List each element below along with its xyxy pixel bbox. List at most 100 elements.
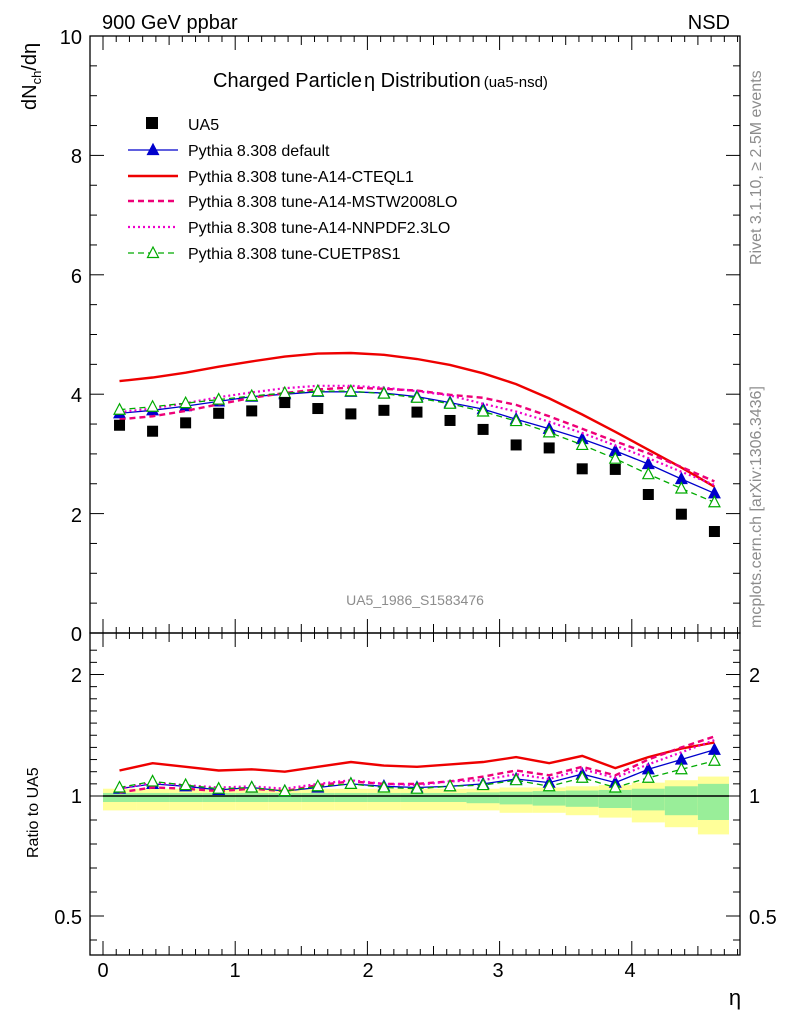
stat-uncertainty-band (499, 791, 533, 805)
main-series-cuetp8s1-marker (542, 425, 556, 438)
ratio-series-cuetp8s1-marker (542, 778, 556, 792)
main-y-axis-label: dNch/dη (19, 43, 44, 110)
main-y-tick-labels: 0 2 4 6 8 10 (60, 27, 82, 646)
main-series-cteql1-line (119, 351, 716, 488)
main-series-cuetp8s1-marker (674, 481, 688, 494)
main-y-tick-8: 8 (71, 146, 82, 168)
ratio-series-cuetp8s1-marker (707, 753, 721, 766)
header-right: NSD (688, 12, 730, 34)
ua5-data-point (345, 408, 357, 420)
stat-uncertainty-band (697, 783, 729, 820)
x-tick-4: 4 (624, 960, 635, 982)
ua5-data-point (180, 417, 192, 429)
x-tick-1: 1 (229, 960, 240, 982)
ratio-series-cuetp8s1-marker (377, 780, 391, 793)
ratio-y-tick-2: 2 (71, 665, 82, 687)
ua5-data-point (279, 397, 291, 409)
rivet-version-text: Rivet 3.1.10, ≥ 2.5M events (748, 70, 765, 265)
ua5-data-point (642, 488, 654, 500)
ratio-uncertainty-bands (103, 776, 729, 835)
ratio-series-cuetp8s1-marker (641, 770, 655, 783)
stat-uncertainty-band (268, 792, 302, 802)
ratio-series-cuetp8s1-marker (608, 780, 622, 793)
legend-label-mstw2008lo: Pythia 8.308 tune-A14-MSTW2008LO (188, 194, 457, 211)
stat-uncertainty-band (433, 792, 467, 802)
ua5-data-point (378, 404, 390, 416)
ratio-series-cuetp8s1-marker (443, 778, 457, 792)
mcplots-reference-text: mcplots.cern.ch [arXiv:1306.3436] (748, 386, 765, 628)
ua5-data-point (708, 526, 720, 538)
ratio-series-cuetp8s1-marker (113, 780, 127, 793)
x-tick-0: 0 (97, 960, 108, 982)
main-series-cuetp8s1-marker (509, 413, 523, 427)
ratio-frame (89, 632, 741, 956)
main-series-cuetp8s1-marker (179, 395, 193, 409)
ratio-y-tick-labels: 0.5 1 2 0.5 1 2 (54, 665, 777, 929)
stat-uncertainty-band (631, 788, 665, 811)
main-series-cuetp8s1-marker (608, 451, 622, 464)
stat-uncertainty-band (103, 792, 137, 802)
axis-ticks (90, 35, 740, 955)
main-series-cuetp8s1-marker (410, 390, 424, 403)
main-series-cuetp8s1-marker (344, 383, 358, 397)
stat-uncertainty-band (334, 792, 368, 802)
stat-uncertainty-band (664, 786, 698, 816)
x-tick-2: 2 (362, 960, 373, 982)
legend: UA5 Pythia 8.308 default Pythia 8.308 tu… (128, 117, 457, 263)
ratio-series-cuetp8s1-marker (575, 770, 589, 783)
main-y-tick-6: 6 (71, 266, 82, 288)
ua5-data-point (444, 414, 456, 426)
legend-label-cuetp8s1: Pythia 8.308 tune-CUETP8S1 (188, 246, 401, 263)
stat-uncertainty-band (400, 792, 434, 802)
ratio-series-cuetp8s1-marker (146, 774, 160, 787)
ua5-data-point (213, 407, 225, 419)
main-series-cuetp8s1-marker (707, 494, 721, 508)
ratio-series-default-marker (707, 742, 721, 755)
stat-uncertainty-band (565, 790, 599, 807)
main-series-cuetp8s1-marker (377, 386, 391, 399)
x-tick-labels: 0 1 2 3 4 (97, 960, 635, 982)
ratio-series-cteql1-line (119, 741, 715, 773)
ua5-data-point (477, 423, 489, 435)
ratio-series-cuetp8s1-marker (674, 761, 688, 775)
ratio-series-cuetp8s1-marker (179, 777, 193, 791)
ua5-data-point (576, 463, 588, 475)
legend-marker-ua5 (146, 117, 158, 129)
main-series-cuetp8s1-marker (641, 466, 655, 480)
main-series-cuetp8s1-marker (245, 388, 259, 402)
stat-uncertainty-band (532, 791, 566, 806)
stat-uncertainty-band (235, 792, 269, 802)
stat-uncertainty-band (169, 792, 203, 802)
ua5-data-point (609, 463, 621, 475)
ua5-data-point (675, 508, 687, 520)
main-series-cuetp8s1-marker (212, 392, 226, 405)
main-panel-series (113, 351, 721, 538)
ratio-y-tick-right-0.5: 0.5 (749, 907, 777, 929)
main-y-tick-4: 4 (71, 385, 82, 407)
stat-uncertainty-band (301, 792, 335, 802)
ratio-series-cuetp8s1-marker (476, 777, 490, 791)
ratio-panel-series (113, 735, 721, 797)
main-y-tick-10: 10 (60, 27, 82, 49)
ratio-series-cuetp8s1-marker (509, 772, 523, 786)
legend-marker-cuetp8s1 (146, 245, 160, 259)
stat-uncertainty-band (598, 789, 632, 808)
ratio-series-mstw2008lo-line (119, 735, 715, 794)
ratio-series-cuetp8s1-marker (311, 778, 325, 792)
analysis-id-label: UA5_1986_S1583476 (346, 592, 484, 608)
main-series-cuetp8s1-marker (476, 404, 490, 417)
ratio-y-tick-1: 1 (71, 786, 82, 808)
ratio-y-axis-label: Ratio to UA5 (25, 767, 42, 858)
x-tick-3: 3 (492, 960, 503, 982)
stat-uncertainty-band (202, 792, 236, 802)
main-series-cuetp8s1-marker (146, 399, 160, 412)
main-y-tick-2: 2 (71, 505, 82, 527)
ratio-series-nnpdf23lo-line (119, 739, 715, 790)
main-series-cuetp8s1-marker (443, 396, 457, 409)
main-series-cuetp8s1-marker (113, 402, 127, 415)
ua5-data-point (114, 419, 126, 431)
ratio-y-tick-0.5: 0.5 (54, 907, 82, 929)
legend-marker-default (146, 142, 160, 156)
legend-label-cteql1: Pythia 8.308 tune-A14-CTEQL1 (188, 169, 414, 186)
